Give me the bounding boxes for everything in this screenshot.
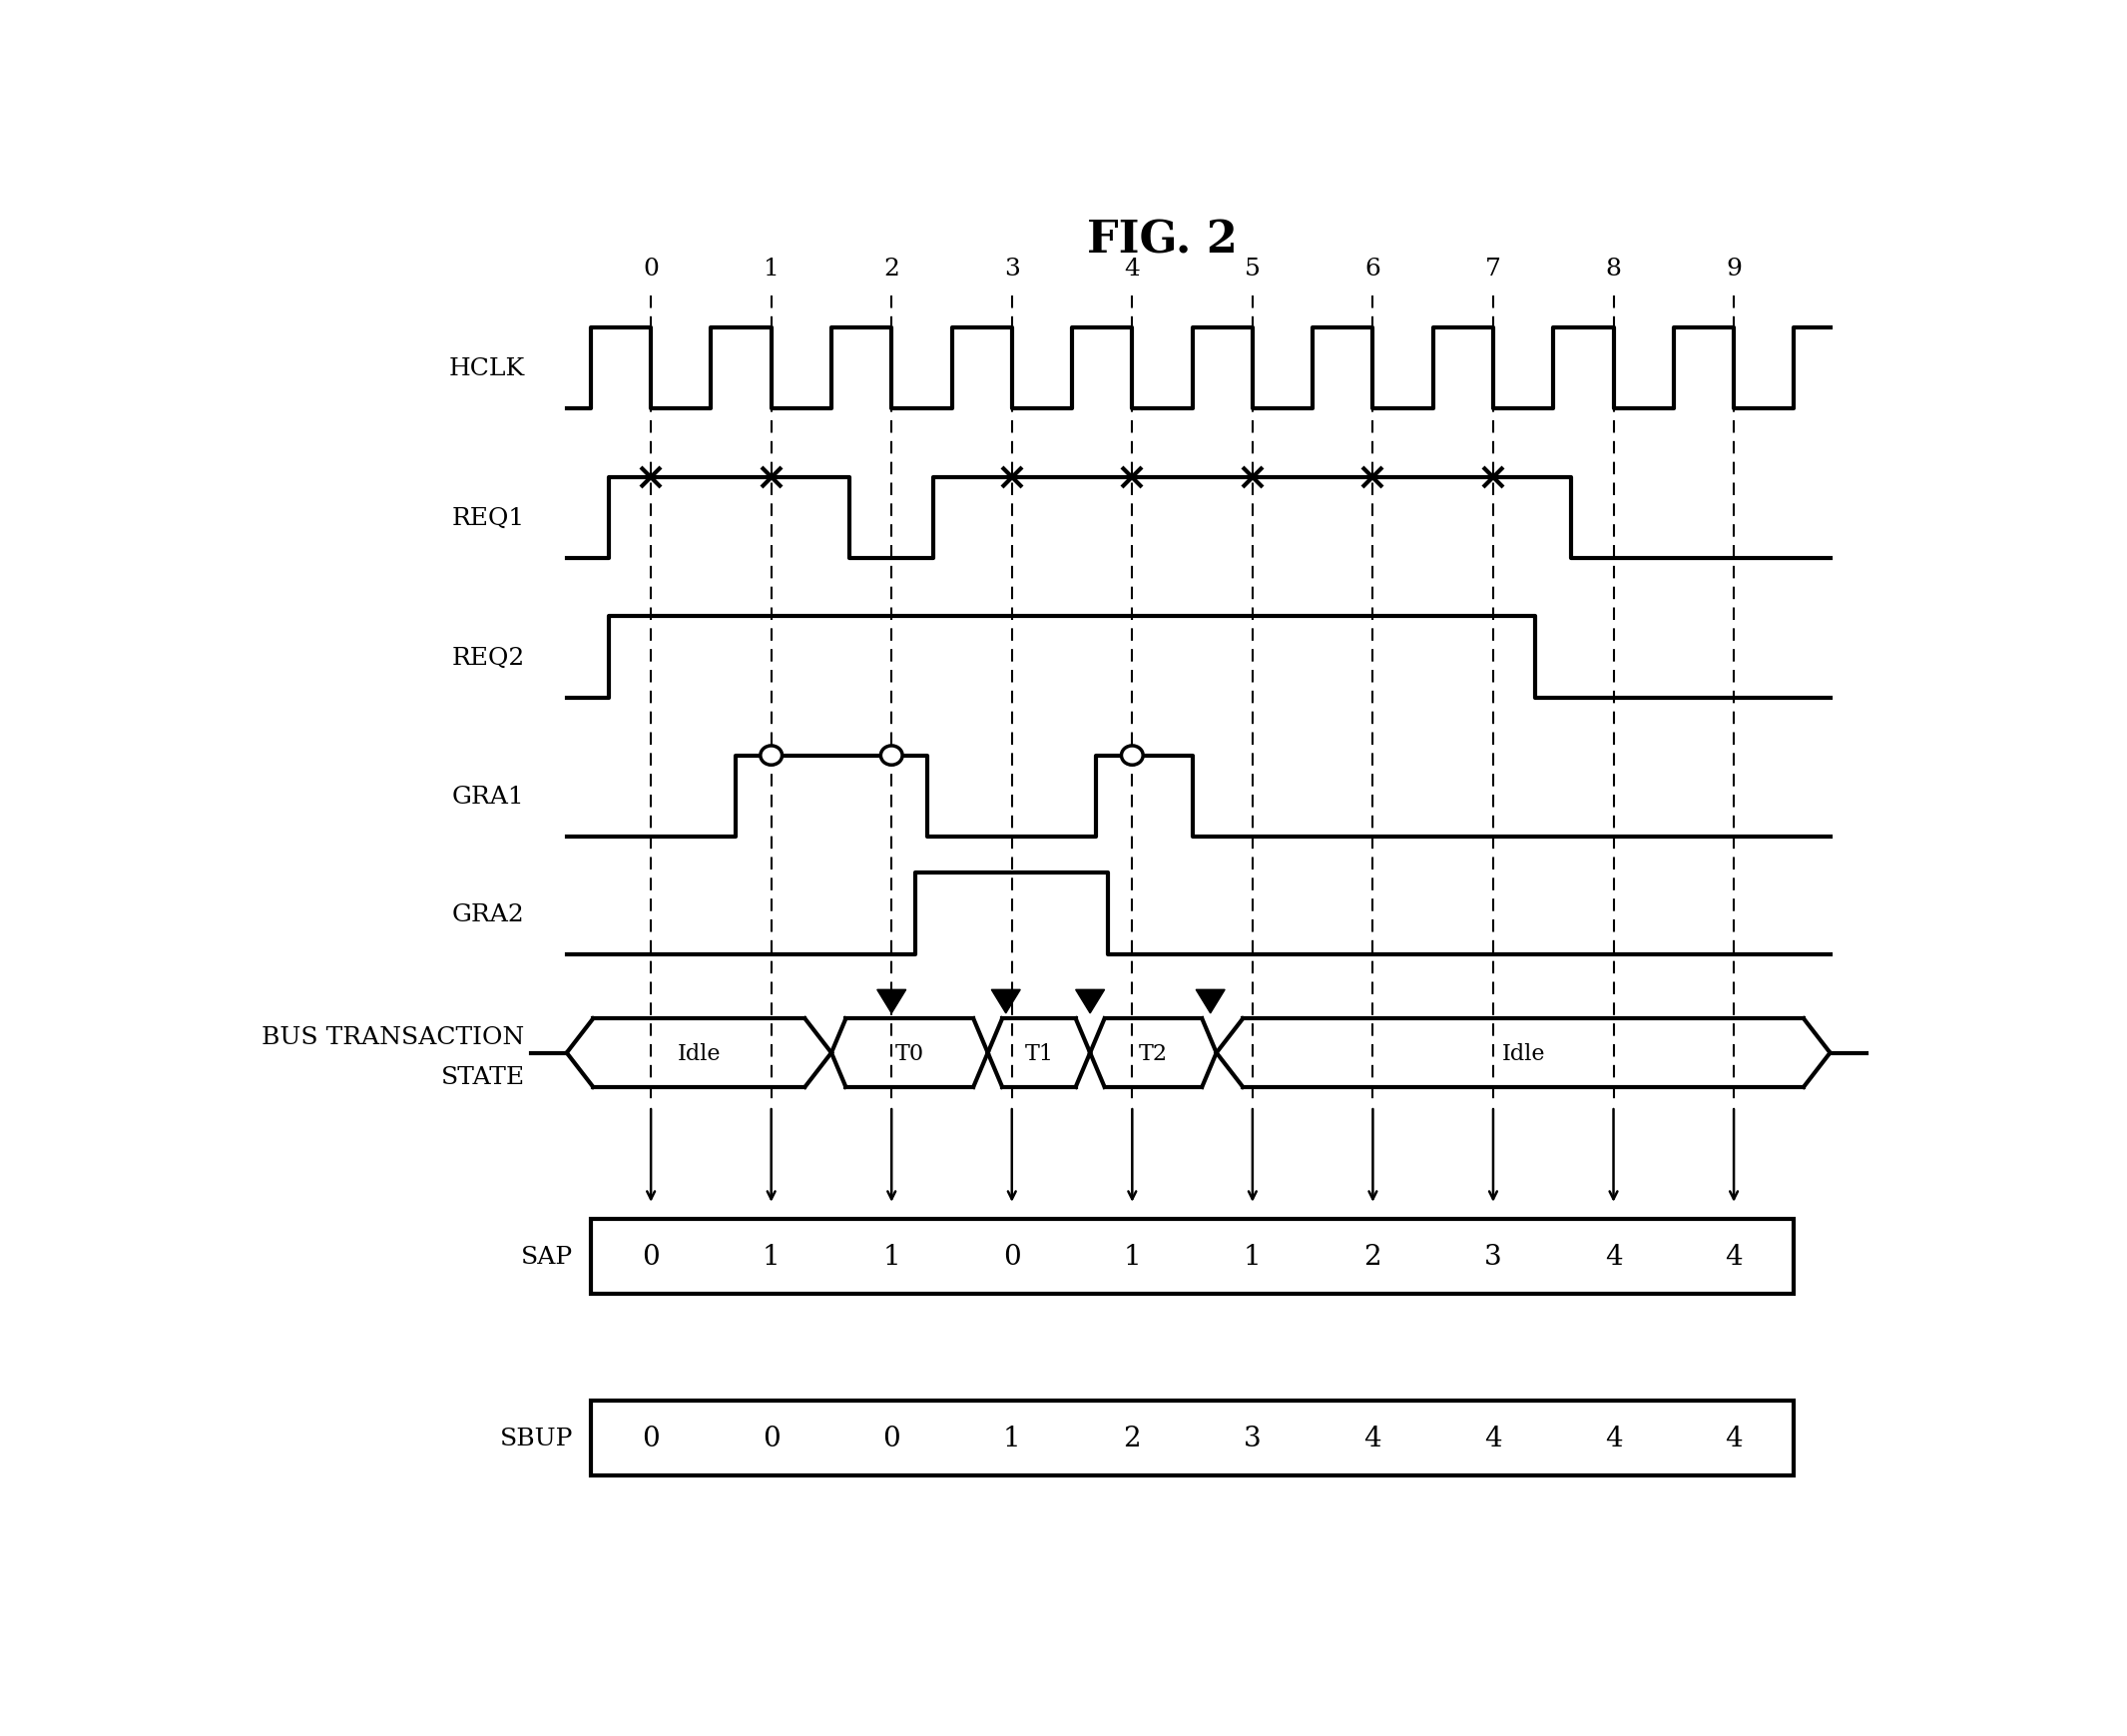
Text: 4: 4: [1485, 1425, 1502, 1451]
Bar: [591, 1219, 1793, 1293]
Text: 3: 3: [1244, 1425, 1261, 1451]
Text: GRA2: GRA2: [451, 903, 525, 925]
Text: REQ1: REQ1: [451, 507, 525, 529]
Text: STATE: STATE: [440, 1066, 525, 1088]
Polygon shape: [1076, 990, 1104, 1014]
Text: GRA1: GRA1: [453, 785, 525, 807]
Text: Idle: Idle: [676, 1042, 721, 1064]
Text: 3: 3: [1004, 257, 1019, 279]
Text: 4: 4: [1725, 1243, 1742, 1269]
Bar: [591, 1401, 1793, 1476]
Text: 1: 1: [1004, 1425, 1021, 1451]
Text: 1: 1: [1244, 1243, 1261, 1269]
Text: 1: 1: [761, 1243, 781, 1269]
Text: SBUP: SBUP: [500, 1427, 572, 1450]
Text: REQ2: REQ2: [451, 646, 525, 668]
Text: Idle: Idle: [1502, 1042, 1544, 1064]
Text: HCLK: HCLK: [449, 358, 525, 380]
Text: 6: 6: [1366, 257, 1380, 279]
Text: 0: 0: [642, 257, 659, 279]
Text: T0: T0: [895, 1042, 923, 1064]
Text: 7: 7: [1485, 257, 1502, 279]
Text: 4: 4: [1125, 257, 1140, 279]
Circle shape: [761, 746, 783, 766]
Circle shape: [1121, 746, 1142, 766]
Text: 0: 0: [883, 1425, 900, 1451]
Text: 0: 0: [642, 1243, 659, 1269]
Text: 0: 0: [642, 1425, 659, 1451]
Text: 4: 4: [1363, 1425, 1383, 1451]
Text: 1: 1: [883, 1243, 900, 1269]
Text: 2: 2: [1123, 1425, 1140, 1451]
Text: 8: 8: [1606, 257, 1621, 279]
Text: 0: 0: [761, 1425, 781, 1451]
Text: BUS TRANSACTION: BUS TRANSACTION: [262, 1026, 525, 1049]
Text: 1: 1: [1123, 1243, 1140, 1269]
Text: T1: T1: [1025, 1042, 1053, 1064]
Circle shape: [881, 746, 902, 766]
Text: 2: 2: [1363, 1243, 1383, 1269]
Text: 0: 0: [1004, 1243, 1021, 1269]
Text: 2: 2: [883, 257, 900, 279]
Text: T2: T2: [1138, 1042, 1168, 1064]
Polygon shape: [876, 990, 906, 1014]
Text: 4: 4: [1604, 1425, 1623, 1451]
Text: FIG. 2: FIG. 2: [1087, 219, 1238, 262]
Text: 4: 4: [1604, 1243, 1623, 1269]
Text: 4: 4: [1725, 1425, 1742, 1451]
Text: SAP: SAP: [521, 1245, 572, 1267]
Text: 9: 9: [1725, 257, 1742, 279]
Text: 3: 3: [1485, 1243, 1502, 1269]
Text: 5: 5: [1244, 257, 1261, 279]
Text: 1: 1: [764, 257, 778, 279]
Polygon shape: [991, 990, 1021, 1014]
Polygon shape: [1195, 990, 1225, 1014]
